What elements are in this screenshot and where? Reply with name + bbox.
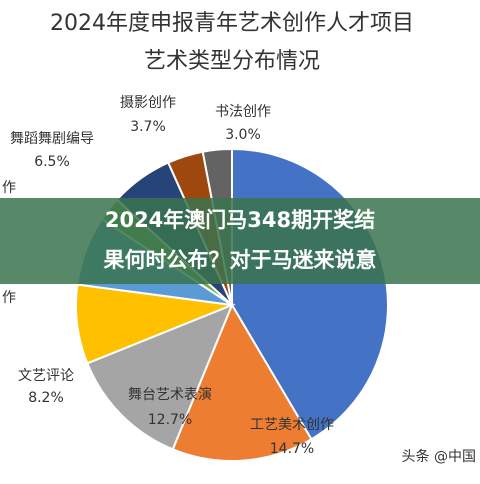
slice-value-label: 3.0% [225, 127, 261, 143]
headline-banner [0, 198, 480, 284]
headline[interactable]: 果何时公布？对于马迷来说意 [104, 248, 377, 272]
pie [75, 147, 389, 462]
slice-value-label: 14.7% [270, 441, 314, 457]
chart-title: 艺术类型分布情况 [144, 49, 320, 74]
watermark: 头条 @中国 [402, 448, 476, 465]
slice-label: 工艺美术创作 [250, 417, 334, 433]
slice-label: 舞台艺术表演 [128, 387, 212, 403]
slice-value-label: 6.5% [34, 154, 70, 170]
slice-value-label: 12.7% [148, 412, 192, 428]
slice-label: 作 [2, 290, 16, 306]
slice-value-label: 8.2% [28, 390, 64, 406]
headline[interactable]: 2024年澳门马348期开奖结 [105, 208, 375, 232]
slice-label: 舞蹈舞剧编导 [10, 131, 94, 147]
slice-label: 作 [2, 180, 16, 196]
labels: 工艺美术创作14.7%舞台艺术表演12.7%文艺评论8.2%作作舞蹈舞剧编导6.… [2, 95, 334, 457]
slice-value-label: 3.7% [130, 119, 166, 135]
slice-label: 摄影创作 [120, 95, 176, 111]
slice-label: 书法创作 [215, 104, 271, 120]
pie-slice [171, 302, 313, 462]
chart-title: 2024年度申报青年艺术创作人才项目 [50, 11, 414, 36]
slice-label: 文艺评论 [18, 368, 74, 384]
pie-slice [86, 303, 234, 451]
